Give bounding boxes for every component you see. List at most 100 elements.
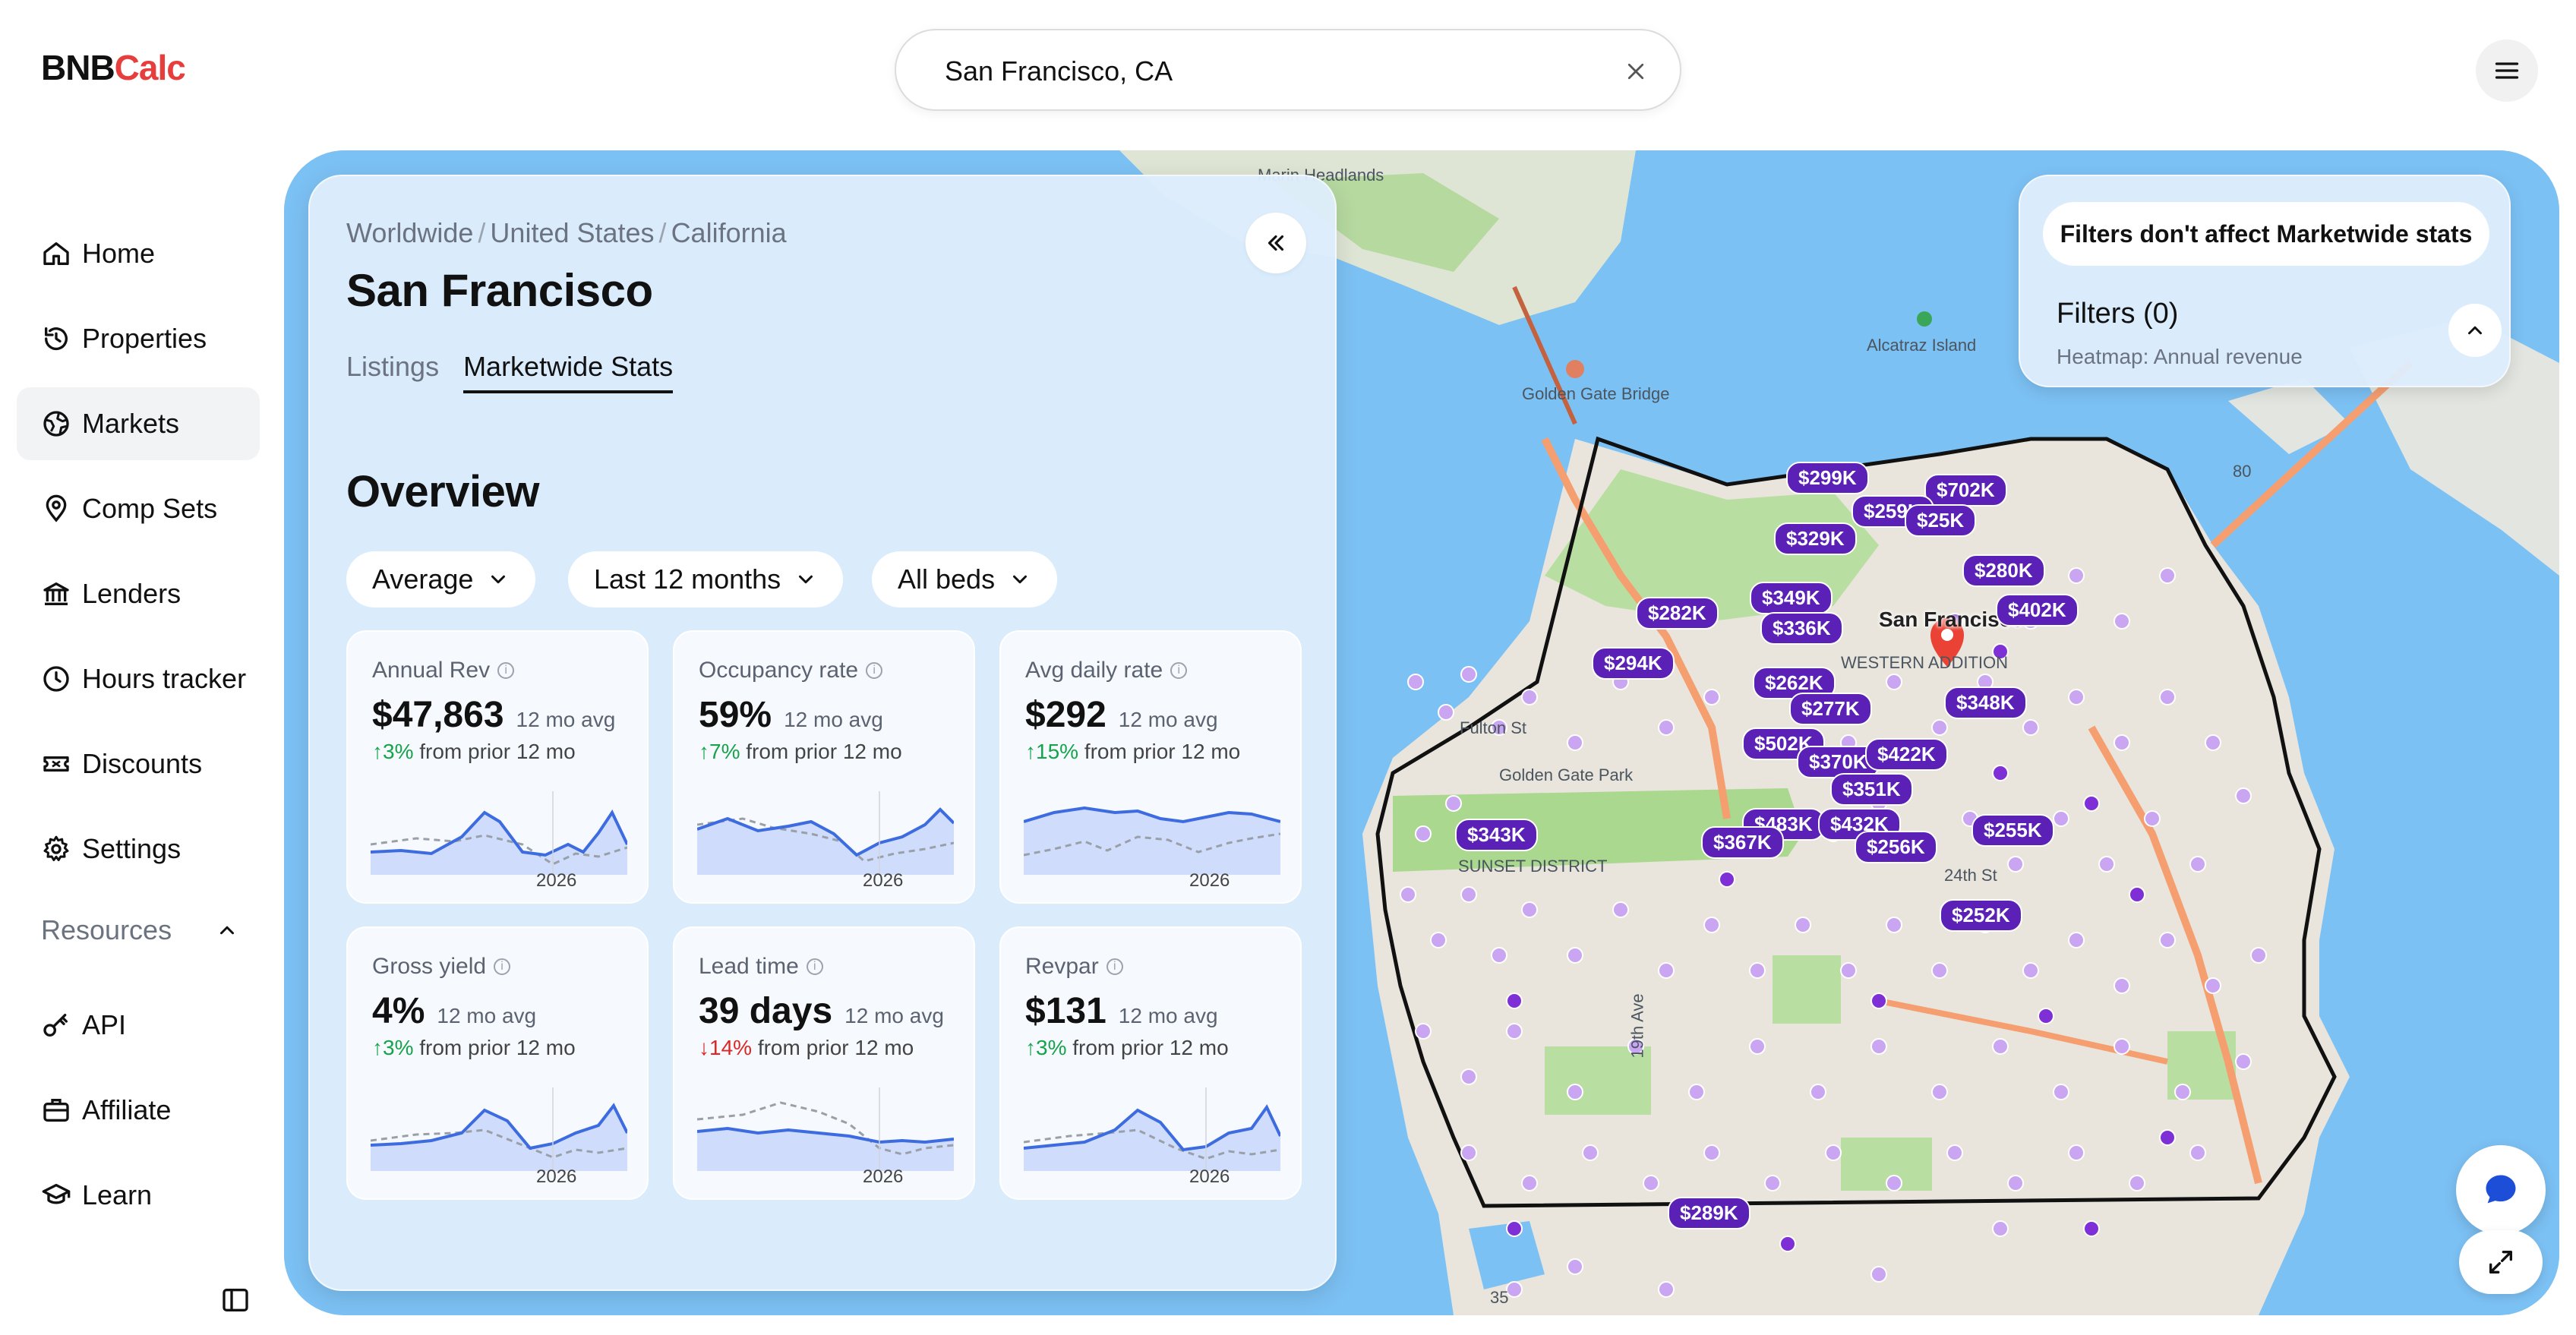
breadcrumb-united-states[interactable]: United States [490,217,655,248]
stat-card-revpar[interactable]: Revpar i $131 12 mo avg ↑3% from prior 12 … [999,926,1302,1200]
card-value-sub: 12 mo avg [516,708,616,731]
filters-notice: Filters don't affect Marketwide stats [2043,202,2489,266]
price-tag[interactable]: $351K [1830,773,1913,806]
sidebar-item-label: Markets [82,408,180,439]
change-arrow-up-icon: ↑ [699,740,709,763]
panel-tabs: Listings Marketwide Stats [346,351,674,393]
map-label-alcatraz: Alcatraz Island [1867,336,1977,355]
expand-map-button[interactable] [2459,1230,2543,1294]
info-icon[interactable]: i [497,662,515,679]
expand-icon [2489,1251,2512,1273]
card-value-sub: 12 mo avg [844,1004,944,1027]
price-tag[interactable]: $349K [1750,582,1833,614]
stat-card-avg-daily-rate[interactable]: Avg daily rate i $292 12 mo avg ↑15% from … [999,630,1302,904]
sidebar-item-hours-tracker[interactable]: Hours tracker [17,642,260,715]
breadcrumb-worldwide[interactable]: Worldwide [346,217,474,248]
map-label-fulton: Fulton St [1460,718,1527,737]
card-label: Gross yield [372,954,487,979]
logo-main: BNB [41,48,115,87]
filters-title[interactable]: Filters (0) [2057,298,2179,330]
chart-year-label: 2026 [536,1166,577,1187]
stat-card-occupancy-rate[interactable]: Occupancy rate i 59% 12 mo avg ↑7% from pr… [673,630,975,904]
sidebar-item-comp-sets[interactable]: Comp Sets [17,472,260,545]
sidebar-item-lenders[interactable]: Lenders [17,557,260,630]
overview-heading: Overview [346,467,539,516]
sparkline-chart [371,1087,627,1171]
app-logo[interactable]: BNBCalc [41,47,186,88]
breadcrumb-california[interactable]: California [671,217,787,248]
sidebar-item-learn[interactable]: Learn [17,1159,260,1232]
chat-button[interactable] [2456,1145,2546,1235]
page-title: San Francisco [346,265,653,316]
chart-year-label: 2026 [1189,1166,1230,1187]
chat-bubble-icon [2486,1175,2516,1204]
card-change: 7% [709,740,740,763]
price-tag[interactable]: $343K [1455,819,1538,851]
price-tag[interactable]: $367K [1701,826,1784,859]
chevrons-left-icon [1267,235,1284,251]
card-change: 3% [1036,1036,1067,1059]
sidebar-item-markets[interactable]: Markets [17,387,260,460]
chart-year-label: 2026 [863,1166,904,1187]
price-tag[interactable]: $329K [1774,522,1857,555]
price-tag[interactable]: $280K [1962,554,2045,587]
card-change: 14% [709,1036,753,1059]
info-icon[interactable]: i [494,958,511,975]
price-tag[interactable]: $336K [1760,612,1843,645]
info-icon[interactable]: i [866,662,883,679]
price-tag[interactable]: $289K [1668,1197,1750,1229]
price-tag[interactable]: $294K [1592,647,1675,680]
stat-card-gross-yield[interactable]: Gross yield i 4% 12 mo avg ↑3% from prior … [346,926,649,1200]
price-tag[interactable]: $402K [1996,594,2079,626]
price-tag[interactable]: $299K [1786,462,1869,494]
price-tag[interactable]: $252K [1940,899,2022,932]
chart-year-label: 2026 [536,870,577,891]
beds-dropdown[interactable]: All beds [872,551,1058,608]
card-change: 3% [383,740,414,763]
map-label-hwy35: 35 [1490,1288,1509,1307]
price-tag[interactable]: $25K [1905,504,1977,537]
card-change: 3% [383,1036,414,1059]
sparkline-chart [697,1087,954,1171]
price-tag[interactable]: $702K [1924,474,2007,507]
stat-card-annual-rev[interactable]: Annual Rev i $47,863 12 mo avg ↑3% from pr… [346,630,649,904]
metric-type-dropdown[interactable]: Average [346,551,536,608]
chevron-down-icon [1013,575,1028,584]
price-tag[interactable]: $348K [1944,686,2027,719]
price-tag[interactable]: $282K [1636,597,1719,630]
info-icon[interactable]: i [1106,958,1123,975]
info-icon[interactable]: i [1170,662,1188,679]
search-input[interactable] [945,53,1598,90]
price-tag[interactable]: $255K [1971,814,2054,847]
filters-toggle-button[interactable] [2448,304,2502,357]
sidebar-item-properties[interactable]: Properties [17,302,260,375]
sidebar-item-label: API [82,1009,127,1040]
stat-card-lead-time[interactable]: Lead time i 39 days 12 mo avg ↓14% from pr… [673,926,975,1200]
main-menu-button[interactable] [2476,39,2538,102]
sidebar-item-settings[interactable]: Settings [17,813,260,885]
sparkline-chart [697,791,954,875]
collapse-panel-button[interactable] [1245,213,1306,273]
search-bar[interactable] [895,29,1681,111]
sidebar-item-discounts[interactable]: Discounts [17,727,260,800]
map-label-hwy80: 80 [2233,462,2252,481]
graduation-cap-icon [42,1184,71,1204]
price-tag[interactable]: $422K [1865,738,1948,771]
price-tag[interactable]: $277K [1789,693,1872,725]
sidebar-item-home[interactable]: Home [17,217,260,290]
sidebar-item-label: Properties [82,323,207,354]
resources-toggle[interactable]: Resources [41,914,238,946]
tab-marketwide-stats[interactable]: Marketwide Stats [463,351,674,393]
sidebar-item-api[interactable]: API [17,989,260,1062]
collapse-sidebar-button[interactable] [220,1285,251,1315]
sidebar-item-affiliate[interactable]: Affiliate [17,1074,260,1147]
sparkline-chart [1024,806,1280,875]
price-tag[interactable]: $256K [1855,831,1937,863]
chevron-down-icon [799,575,813,584]
chart-year-label: 2026 [1189,870,1230,891]
info-icon[interactable]: i [806,958,823,975]
heatmap-label: Heatmap: Annual revenue [2057,345,2303,368]
period-dropdown[interactable]: Last 12 months [568,551,844,608]
tab-listings[interactable]: Listings [346,351,440,382]
clear-search-button[interactable] [1615,50,1657,93]
